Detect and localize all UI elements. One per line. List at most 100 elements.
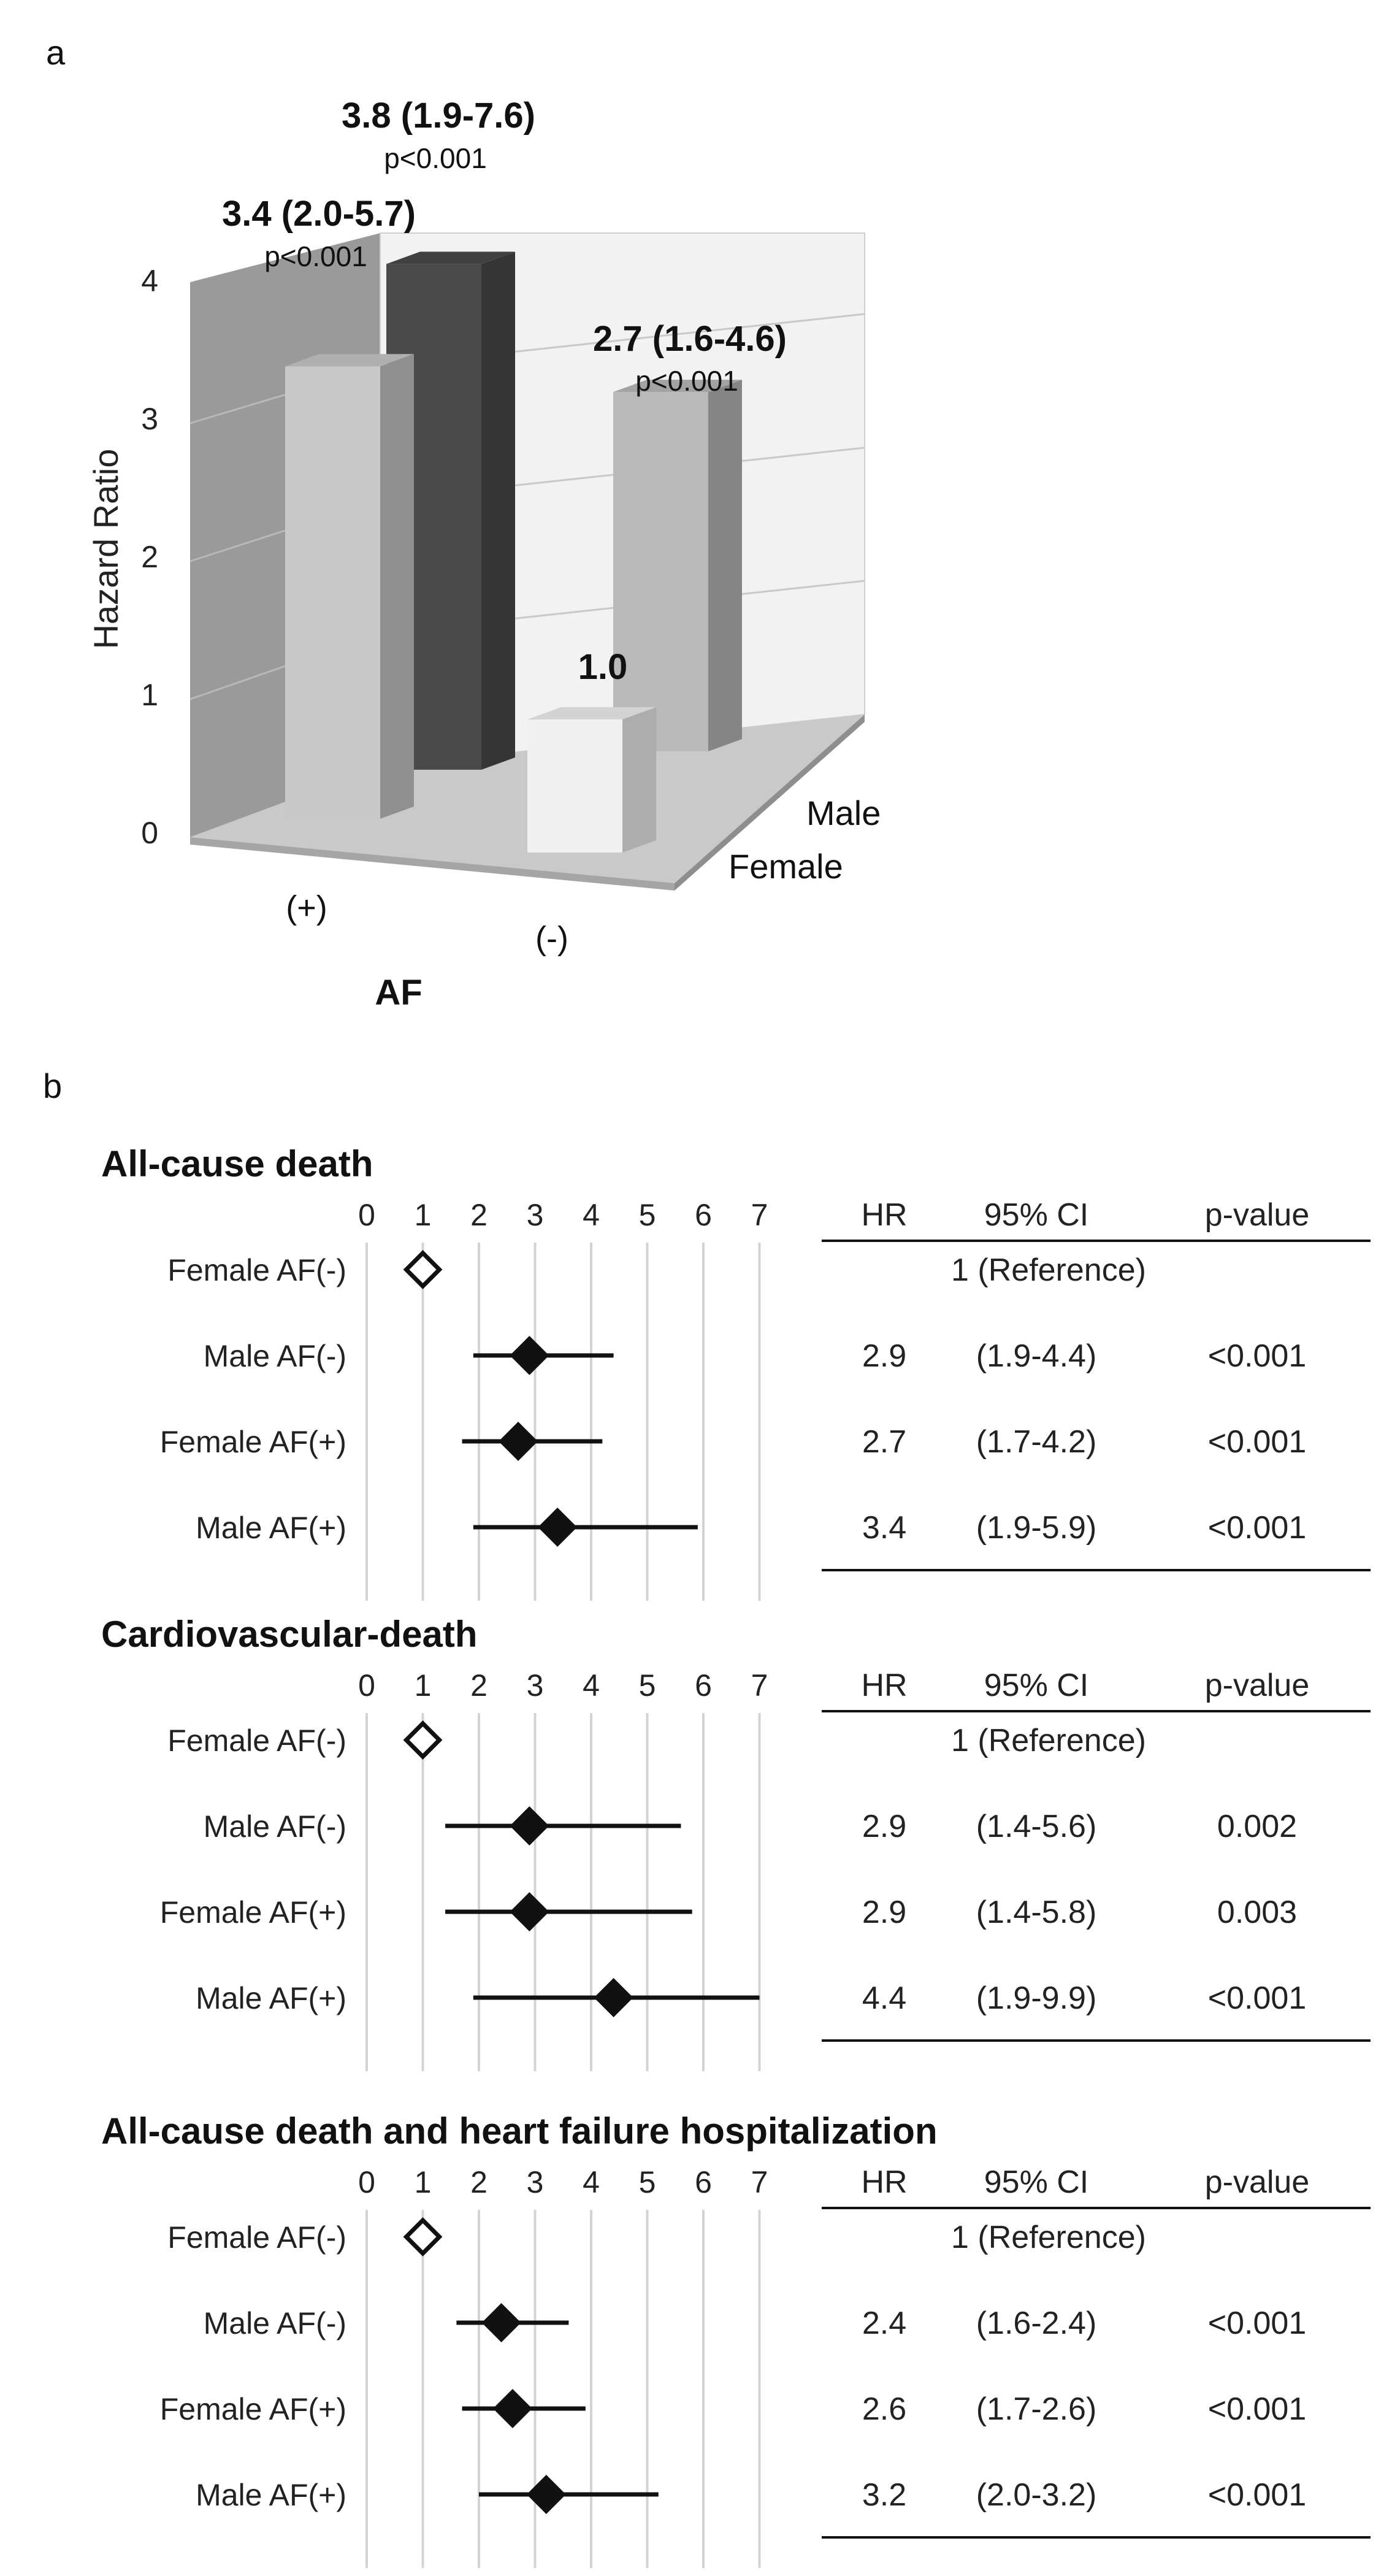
row-label: Male AF(-) — [204, 1809, 346, 1844]
p-value: <0.001 — [1208, 2391, 1307, 2427]
row-label: Male AF(-) — [204, 1339, 346, 1373]
ci-value: (1.6-2.4) — [976, 2306, 1097, 2341]
bar-pvalue-male-af-pos: p<0.001 — [384, 142, 487, 174]
table-header-cell: HR — [861, 1668, 907, 1703]
y-tick-label: 3 — [141, 402, 158, 436]
table-header: HR 95% CI p-value — [861, 1197, 1309, 1233]
ci-value: (1.9-5.9) — [976, 1510, 1097, 1546]
forest-row: Male AF(+) 3.4 (1.9-5.9) <0.001 — [196, 1508, 1306, 1547]
x-axis-title: AF — [375, 973, 422, 1013]
x-tick-label: 6 — [695, 1198, 712, 1232]
x-tick-label: 2 — [470, 2165, 488, 2199]
section-grid: 0 1 2 3 4 5 6 7 — [358, 1668, 768, 2071]
p-value: <0.001 — [1208, 1338, 1307, 1374]
y-tick-label: 1 — [141, 678, 158, 712]
hr-value: 2.9 — [862, 1809, 906, 1844]
forest-row: Female AF(+) 2.9 (1.4-5.8) 0.003 — [160, 1892, 1297, 1931]
hr-value: 2.9 — [862, 1895, 906, 1930]
bar-label-male-af-neg: 2.7 (1.6-4.6) — [593, 319, 787, 359]
section-grid: 0 1 2 3 4 5 6 7 — [358, 1198, 768, 1601]
y-axis-title: Hazard Ratio — [86, 449, 125, 650]
bar-pvalue-male-af-neg: p<0.001 — [635, 365, 738, 397]
x-tick-label: 4 — [583, 1198, 600, 1232]
x-tick-label: 4 — [583, 1668, 600, 1703]
forest-section: Cardiovascular-death 0 1 2 3 4 5 6 7 HR 95% CI p-va… — [101, 1614, 1371, 2071]
x-tick-label: 5 — [639, 2165, 656, 2199]
hr-value: 2.9 — [862, 1338, 906, 1374]
hr-value: 2.4 — [862, 2306, 906, 2341]
p-value: <0.001 — [1208, 1980, 1307, 2016]
panel-a: a 0 1 2 3 4 Hazard Ratio — [46, 33, 881, 1013]
bar-value-labels: 3.8 (1.9-7.6) p<0.001 3.4 (2.0-5.7) p<0.… — [222, 96, 787, 687]
bar-female-af-pos-top — [285, 354, 414, 367]
depth-label-male: Male — [806, 794, 881, 832]
forest-row: Female AF(+) 2.7 (1.7-4.2) <0.001 — [160, 1422, 1307, 1461]
forest-row: Male AF(-) 2.9 (1.9-4.4) <0.001 — [204, 1336, 1307, 1375]
row-label: Female AF(+) — [160, 2392, 346, 2426]
row-label: Female AF(+) — [160, 1425, 346, 1459]
hr-marker — [594, 1978, 633, 2017]
bar-female-af-neg — [527, 719, 622, 853]
forest-row: Female AF(-) 1 (Reference) — [167, 2217, 1146, 2256]
forest-section: All-cause death and heart failure hospit… — [101, 2110, 1371, 2568]
table-header-cell: 95% CI — [984, 2164, 1089, 2200]
section-title: Cardiovascular-death — [101, 1614, 478, 1655]
x-tick-label: 4 — [583, 2165, 600, 2199]
y-axis-ticks: 0 1 2 3 4 — [141, 264, 158, 850]
x-tick-label: 3 — [527, 1198, 544, 1232]
ci-value: (1.7-4.2) — [976, 1424, 1097, 1460]
bar-male-af-pos-side — [481, 251, 515, 770]
x-tick-label: 5 — [639, 1198, 656, 1232]
section-grid: 0 1 2 3 4 5 6 7 — [358, 2165, 768, 2568]
p-value: <0.001 — [1208, 1424, 1307, 1460]
x-tick-label: 0 — [358, 2165, 375, 2199]
panel-b-label: b — [43, 1067, 62, 1105]
forest-row: Female AF(+) 2.6 (1.7-2.6) <0.001 — [160, 2389, 1307, 2428]
reference-marker — [403, 1720, 443, 1760]
table-header-cell: HR — [861, 2164, 907, 2200]
bar-female-af-neg-side — [622, 707, 656, 853]
hr-marker — [510, 1892, 549, 1931]
row-label: Female AF(+) — [160, 1895, 346, 1930]
bar-male-af-neg — [613, 392, 708, 751]
hr-marker — [499, 1422, 538, 1461]
floor-right-edge — [675, 715, 865, 891]
p-value: 0.002 — [1217, 1809, 1297, 1844]
x-tick-af-pos: (+) — [286, 889, 327, 926]
table-header-cell: HR — [861, 1197, 907, 1233]
bar-label-female-af-pos: 3.4 (2.0-5.7) — [222, 194, 416, 234]
ci-value: (1.4-5.6) — [976, 1809, 1097, 1844]
x-tick-label: 6 — [695, 2165, 712, 2199]
x-tick-label: 1 — [415, 1198, 432, 1232]
hr-value: 2.6 — [862, 2391, 906, 2427]
x-axis-labels: (+) (-) AF Male Female — [286, 794, 881, 1013]
row-label: Female AF(-) — [167, 1253, 346, 1287]
bar-male-af-pos-top — [386, 251, 515, 264]
forest-row: Male AF(-) 2.9 (1.4-5.6) 0.002 — [204, 1806, 1297, 1846]
hr-value: 3.2 — [862, 2477, 906, 2513]
hr-marker — [510, 1336, 549, 1375]
row-label: Female AF(-) — [167, 1723, 346, 1758]
bar-pvalue-female-af-pos: p<0.001 — [264, 240, 367, 272]
panel-b: b All-cause death 0 1 2 3 4 5 6 7 HR 95% CI p-value… — [43, 1067, 1371, 2568]
x-tick-label: 2 — [470, 1198, 488, 1232]
hr-marker — [492, 2389, 532, 2428]
bar-female-af-neg-top — [527, 707, 656, 719]
reference-text: 1 (Reference) — [951, 1723, 1146, 1758]
hr-value: 2.7 — [862, 1424, 906, 1460]
p-value: <0.001 — [1208, 2306, 1307, 2341]
bar-label-female-af-neg: 1.0 — [578, 647, 628, 687]
row-label: Male AF(+) — [196, 2478, 346, 2512]
p-value: 0.003 — [1217, 1895, 1297, 1930]
reference-marker — [403, 2217, 443, 2256]
p-value: <0.001 — [1208, 2477, 1307, 2513]
x-tick-label: 2 — [470, 1668, 488, 1703]
x-tick-label: 3 — [527, 2165, 544, 2199]
y-tick-label: 2 — [141, 540, 158, 574]
reference-marker — [403, 1250, 443, 1289]
forest-row: Male AF(+) 3.2 (2.0-3.2) <0.001 — [196, 2475, 1306, 2514]
bar-female-af-pos — [285, 366, 380, 819]
forest-row: Male AF(-) 2.4 (1.6-2.4) <0.001 — [204, 2303, 1307, 2342]
bar-male-af-neg-top — [613, 380, 742, 393]
